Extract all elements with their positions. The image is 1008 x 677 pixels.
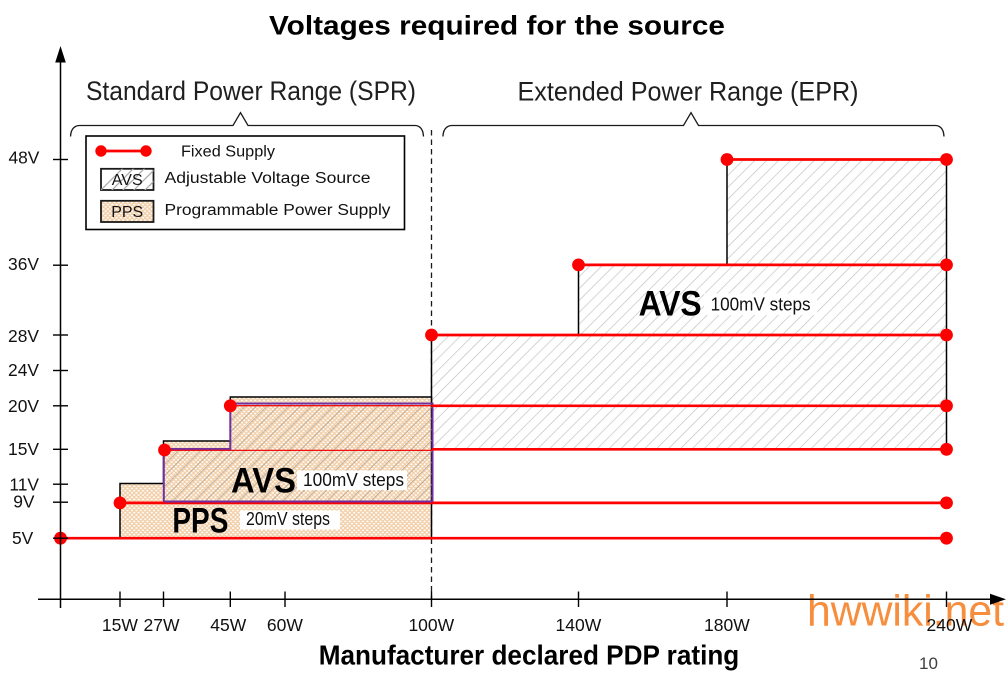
svg-text:hwwiki.net: hwwiki.net	[807, 587, 1004, 636]
svg-text:AVS: AVS	[639, 285, 702, 324]
svg-text:60W: 60W	[267, 615, 303, 635]
svg-text:24V: 24V	[8, 360, 39, 380]
svg-text:180W: 180W	[704, 615, 750, 635]
svg-text:100W: 100W	[408, 615, 454, 635]
svg-text:140W: 140W	[556, 615, 602, 635]
svg-text:Manufacturer declared PDP rati: Manufacturer declared PDP rating	[319, 640, 740, 671]
svg-text:9V: 9V	[13, 491, 35, 511]
svg-text:Standard Power Range (SPR): Standard Power Range (SPR)	[86, 76, 416, 106]
svg-text:5V: 5V	[12, 528, 34, 548]
svg-text:Voltages required for the sour: Voltages required for the source	[269, 11, 725, 41]
svg-text:Fixed Supply: Fixed Supply	[181, 144, 275, 161]
svg-text:15V: 15V	[8, 439, 39, 459]
svg-text:Programmable Power Supply: Programmable Power Supply	[165, 202, 391, 219]
svg-text:PPS: PPS	[172, 502, 228, 541]
svg-text:Extended Power Range (EPR): Extended Power Range (EPR)	[518, 77, 859, 107]
svg-text:36V: 36V	[8, 254, 39, 274]
svg-text:48V: 48V	[8, 147, 39, 167]
svg-text:AVS: AVS	[231, 462, 296, 501]
svg-text:45W: 45W	[210, 615, 246, 635]
svg-text:AVS: AVS	[112, 172, 143, 189]
svg-text:Adjustable Voltage Source: Adjustable Voltage Source	[165, 170, 371, 187]
svg-text:28V: 28V	[8, 326, 39, 346]
svg-text:100mV steps: 100mV steps	[303, 470, 404, 490]
svg-text:20mV steps: 20mV steps	[246, 509, 330, 529]
svg-text:PPS: PPS	[111, 204, 143, 221]
svg-text:15W: 15W	[102, 615, 138, 635]
svg-text:11V: 11V	[9, 475, 39, 495]
svg-text:240W: 240W	[927, 615, 973, 635]
svg-text:10: 10	[919, 654, 938, 673]
svg-text:100mV steps: 100mV steps	[711, 295, 811, 315]
svg-text:20V: 20V	[8, 396, 39, 416]
svg-text:27W: 27W	[144, 615, 180, 635]
